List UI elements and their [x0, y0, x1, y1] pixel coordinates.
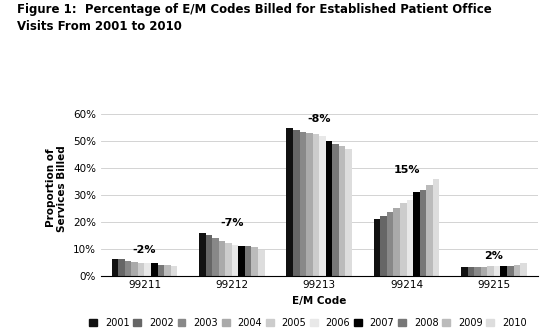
Bar	[413, 192, 419, 276]
Y-axis label: Proportion of
Services Billed: Proportion of Services Billed	[46, 145, 67, 232]
Bar	[346, 149, 352, 276]
Text: 2%: 2%	[484, 251, 503, 261]
Bar	[212, 238, 219, 276]
Bar	[474, 267, 481, 276]
Bar	[232, 245, 239, 276]
Bar	[332, 144, 339, 276]
Bar	[258, 250, 265, 276]
Bar	[300, 132, 306, 276]
Bar	[394, 208, 400, 276]
Bar	[164, 265, 171, 276]
Bar	[481, 267, 487, 276]
Bar	[132, 262, 138, 276]
Bar	[239, 246, 245, 276]
Bar	[387, 212, 394, 276]
Legend: 2001, 2002, 2003, 2004, 2005, 2006, 2007, 2008, 2009, 2010: 2001, 2002, 2003, 2004, 2005, 2006, 2007…	[90, 318, 526, 328]
Bar	[468, 267, 474, 276]
Bar	[487, 266, 494, 276]
Bar	[225, 243, 232, 276]
Bar	[426, 185, 433, 276]
Text: -8%: -8%	[307, 114, 331, 124]
Text: -2%: -2%	[133, 245, 156, 255]
Text: Figure 1:  Percentage of E/M Codes Billed for Established Patient Office
Visits : Figure 1: Percentage of E/M Codes Billed…	[17, 3, 492, 33]
Bar	[514, 265, 520, 276]
Bar	[118, 259, 125, 276]
Bar	[433, 179, 440, 276]
Bar	[144, 263, 151, 276]
Bar	[501, 266, 507, 276]
Text: -7%: -7%	[220, 218, 244, 228]
Bar	[319, 136, 326, 276]
Bar	[306, 133, 312, 276]
Bar	[206, 235, 212, 276]
Bar	[312, 134, 319, 276]
Bar	[520, 263, 527, 276]
Bar	[326, 141, 332, 276]
Bar	[251, 247, 258, 276]
Bar	[287, 128, 293, 276]
Bar	[245, 246, 251, 276]
Bar	[151, 263, 157, 276]
Bar	[507, 266, 514, 276]
Bar	[171, 266, 177, 276]
Bar	[374, 219, 380, 276]
Text: 15%: 15%	[393, 165, 420, 175]
Bar	[461, 267, 468, 276]
Bar	[157, 265, 164, 276]
Bar	[138, 263, 144, 276]
Bar	[400, 203, 407, 276]
Bar	[125, 261, 132, 276]
Bar	[494, 266, 501, 276]
Bar	[380, 216, 387, 276]
Bar	[339, 146, 346, 276]
Bar	[219, 241, 225, 276]
Bar	[112, 259, 118, 276]
Bar	[199, 233, 206, 276]
Bar	[419, 190, 426, 276]
Bar	[407, 200, 413, 276]
X-axis label: E/M Code: E/M Code	[292, 296, 347, 306]
Bar	[293, 130, 300, 276]
